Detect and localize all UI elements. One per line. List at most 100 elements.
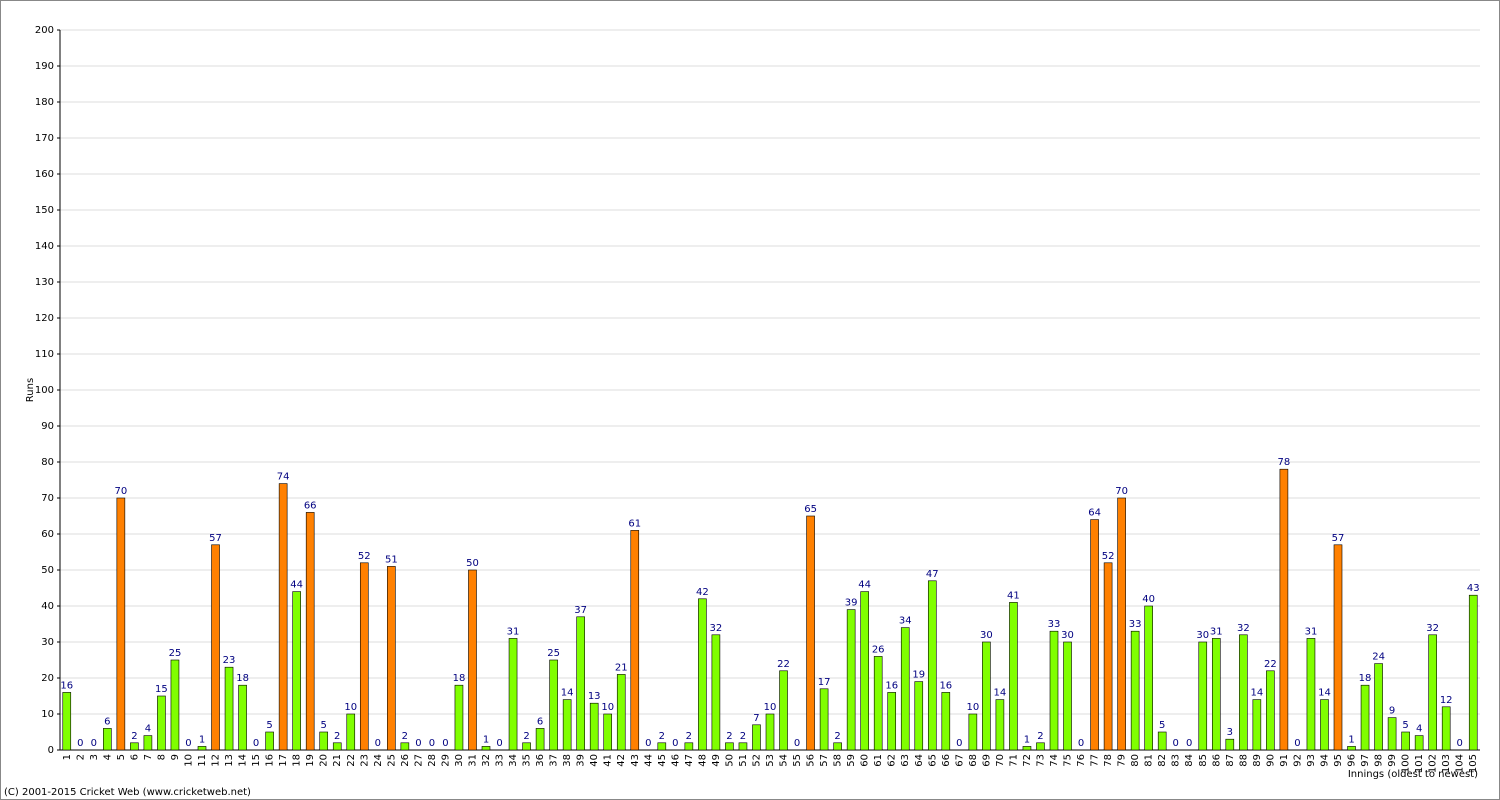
x-tick-label: 80 [1130, 754, 1141, 767]
bar [143, 735, 153, 751]
value-label: 51 [385, 554, 398, 565]
bar [589, 702, 599, 751]
value-label: 22 [1264, 659, 1277, 670]
x-tick-label: 36 [535, 754, 546, 767]
value-label: 34 [899, 616, 912, 627]
x-tick-label: 42 [616, 754, 627, 767]
value-label: 33 [1048, 619, 1061, 630]
bar [1022, 746, 1032, 751]
x-tick-label: 4 [102, 754, 113, 760]
x-tick-label: 22 [346, 754, 357, 767]
value-label: 6 [537, 716, 543, 727]
x-tick-label: 70 [995, 754, 1006, 767]
value-label: 25 [547, 648, 560, 659]
value-label: 2 [659, 731, 665, 742]
x-tick-label: 30 [454, 754, 465, 767]
value-label: 0 [429, 738, 435, 749]
x-tick-label: 55 [792, 754, 803, 767]
bar [1306, 638, 1316, 751]
x-tick-label: 85 [1198, 754, 1209, 767]
value-label: 70 [1115, 486, 1128, 497]
x-tick-label: 73 [1035, 754, 1046, 767]
value-label: 52 [1102, 551, 1115, 562]
value-label: 10 [764, 702, 777, 713]
value-label: 7 [753, 713, 759, 724]
value-label: 32 [710, 623, 723, 634]
x-tick-label: 46 [670, 754, 681, 767]
x-tick-label: 13 [224, 754, 235, 767]
value-label: 1 [1024, 734, 1030, 745]
bar [454, 684, 464, 751]
y-tick-label: 190 [35, 61, 54, 72]
value-label: 0 [1186, 738, 1192, 749]
value-label: 18 [453, 673, 466, 684]
x-tick-label: 54 [779, 754, 790, 767]
bar [752, 724, 761, 751]
bar [887, 692, 897, 751]
value-label: 31 [1210, 626, 1223, 637]
x-tick-label: 95 [1333, 754, 1344, 767]
x-tick-label: 47 [684, 754, 695, 767]
value-label: 26 [872, 644, 885, 655]
bar [968, 713, 978, 751]
value-label: 18 [236, 673, 249, 684]
value-label: 42 [696, 587, 709, 598]
value-label: 24 [1372, 652, 1385, 663]
y-tick-label: 120 [35, 313, 54, 324]
x-tick-label: 84 [1184, 754, 1195, 767]
x-tick-label: 38 [562, 754, 573, 767]
y-axis-label: Runs [25, 378, 36, 402]
bar [1360, 684, 1370, 751]
y-tick-label: 90 [41, 421, 54, 432]
x-tick-label: 102 [1428, 754, 1439, 773]
bar [1225, 738, 1235, 751]
x-tick-label: 5 [116, 754, 127, 760]
x-tick-label: 75 [1063, 754, 1074, 767]
bar [305, 512, 315, 751]
x-tick-label: 27 [413, 754, 424, 767]
value-label: 9 [1389, 706, 1395, 717]
value-label: 2 [834, 731, 840, 742]
value-label: 30 [980, 630, 993, 641]
value-label: 4 [145, 724, 151, 735]
x-tick-label: 96 [1347, 754, 1358, 767]
bar [522, 742, 531, 751]
value-label: 44 [290, 580, 303, 591]
x-tick-label: 31 [467, 754, 478, 767]
value-label: 15 [155, 684, 168, 695]
x-tick-label: 24 [373, 754, 384, 767]
bar [1428, 634, 1437, 751]
value-label: 0 [956, 738, 962, 749]
bar [738, 742, 748, 751]
y-tick-label: 200 [35, 25, 54, 36]
bar [1387, 717, 1397, 751]
bar [982, 641, 991, 751]
bar [1374, 663, 1383, 751]
bar [116, 497, 126, 751]
bar [62, 692, 72, 751]
value-label: 32 [1237, 623, 1250, 634]
x-tick-label: 9 [170, 754, 181, 760]
bar [603, 713, 613, 751]
x-tick-label: 60 [860, 754, 871, 767]
value-label: 14 [994, 688, 1007, 699]
y-tick-label: 160 [35, 169, 54, 180]
value-label: 0 [1078, 738, 1084, 749]
y-tick-label: 70 [41, 493, 54, 504]
value-label: 5 [1402, 720, 1408, 731]
x-tick-label: 26 [400, 754, 411, 767]
bar [1279, 468, 1289, 751]
bar [238, 684, 247, 751]
bar [1252, 699, 1262, 751]
value-label: 0 [91, 738, 97, 749]
bar [765, 713, 775, 751]
x-tick-label: 61 [873, 754, 884, 767]
value-label: 78 [1278, 457, 1291, 468]
value-label: 57 [1332, 533, 1345, 544]
x-tick-label: 52 [751, 754, 762, 767]
bar [711, 634, 721, 751]
value-label: 0 [375, 738, 381, 749]
value-label: 0 [672, 738, 678, 749]
bar [319, 731, 329, 751]
bar [346, 713, 356, 751]
